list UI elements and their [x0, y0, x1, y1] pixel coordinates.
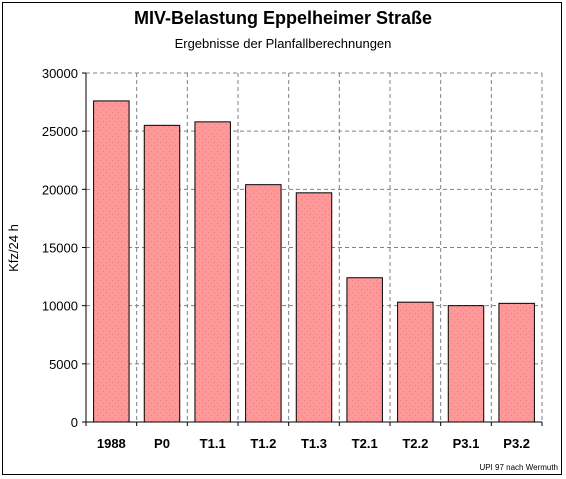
bar-1988 — [93, 100, 130, 423]
axes — [82, 72, 543, 426]
y-tick-label: 15000 — [42, 241, 78, 256]
gridlines — [86, 72, 543, 422]
x-tick-label: T2.2 — [402, 436, 428, 451]
bar-P3.1 — [447, 305, 485, 423]
x-tick-label: P0 — [154, 436, 170, 451]
y-tick-label: 10000 — [42, 299, 78, 314]
y-axis-label: Kfz/24 h — [6, 224, 21, 272]
chart-subtitle: Ergebnisse der Planfallberechnungen — [174, 36, 392, 51]
bar-P3.2 — [498, 302, 535, 423]
bar-T2.2 — [397, 301, 434, 423]
y-tick-label: 25000 — [42, 124, 78, 139]
y-tick-label: 30000 — [42, 66, 78, 81]
bars — [93, 100, 535, 423]
x-tick-label: T1.1 — [200, 436, 226, 451]
x-tick-labels: 1988 P0 T1.1 T1.2 T1.3 T2.1 T2.2 P3.1 P3.2 — [97, 436, 530, 451]
bar-T1.3 — [295, 192, 333, 423]
y-tick-labels: 0 5000 10000 15000 20000 25000 30000 — [42, 66, 78, 430]
y-tick-label: 20000 — [42, 182, 78, 197]
x-tick-label: P3.1 — [453, 436, 480, 451]
chart-title: MIV-Belastung Eppelheimer Straße — [133, 8, 433, 28]
x-tick-label: T1.3 — [301, 436, 327, 451]
bar-T2.1 — [346, 277, 383, 423]
bar-T1.2 — [245, 184, 282, 423]
source-note: UPI 97 nach Wermuth — [479, 463, 558, 472]
x-tick-label: 1988 — [97, 436, 126, 451]
x-tick-label: P3.2 — [503, 436, 530, 451]
x-tick-label: T2.1 — [352, 436, 378, 451]
x-tick-label: T1.2 — [250, 436, 276, 451]
bar-P0 — [143, 124, 181, 423]
y-tick-label: 5000 — [49, 357, 78, 372]
bar-T1.1 — [194, 121, 231, 423]
y-tick-label: 0 — [71, 415, 78, 430]
